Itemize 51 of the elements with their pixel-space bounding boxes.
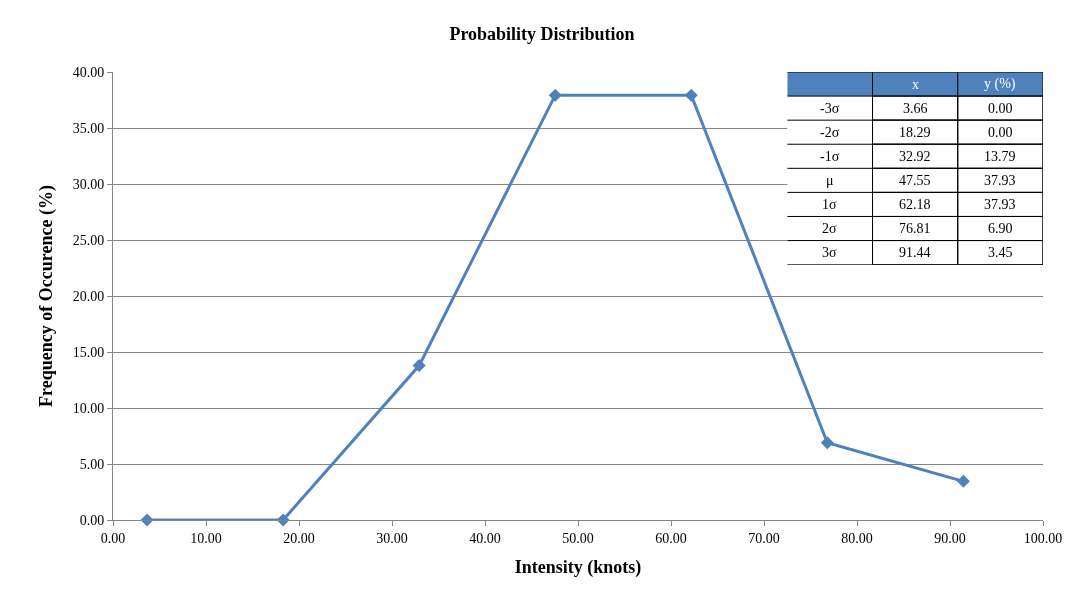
y-tick-label: 5.00 — [79, 456, 105, 472]
y-tick-label: -2σ — [820, 125, 840, 140]
x-tick-label: 20.00 — [283, 530, 315, 546]
y-tick-label: 30.00 — [72, 176, 105, 192]
y-tick-label: 15.00 — [72, 344, 105, 360]
point — [820, 436, 834, 450]
data-label: 37.93 — [984, 197, 1016, 212]
y-tick-label: -1σ — [820, 149, 840, 164]
point — [956, 474, 970, 488]
data-label: 62.18 — [899, 197, 931, 212]
data-label: 91.44 — [899, 245, 931, 260]
y-tick-label: 2σ — [822, 221, 837, 236]
x-tick-label: 40.00 — [469, 530, 501, 546]
data-label: 47.55 — [899, 173, 931, 188]
y-axis-title: Frequency of Occurence (%) — [35, 185, 57, 407]
x-tick-label: 30.00 — [376, 530, 408, 546]
y-tick-label: 3σ — [822, 245, 837, 260]
data-label: 3.45 — [988, 245, 1013, 260]
y-tick-label: 40.00 — [72, 64, 105, 80]
y-tick-label: μ — [826, 173, 834, 188]
data-label: 18.29 — [899, 125, 931, 140]
x-tick-label: 70.00 — [748, 530, 780, 546]
x-tick-label: 100.00 — [1023, 530, 1063, 546]
x-tick-label: x — [912, 77, 919, 92]
y-tick-label: 0.00 — [79, 512, 105, 528]
x-tick-label: 10.00 — [190, 530, 222, 546]
x-tick-label: 90.00 — [934, 530, 966, 546]
data-label: 76.81 — [899, 221, 931, 236]
data-label: 0.00 — [988, 101, 1013, 116]
y-tick-label: 25.00 — [72, 232, 105, 248]
data-label: 13.79 — [984, 149, 1016, 164]
data-label: 3.66 — [903, 101, 928, 116]
x-tick-label: 50.00 — [562, 530, 594, 546]
point — [684, 88, 698, 102]
data-label: 32.92 — [899, 149, 931, 164]
x-tick-label: 80.00 — [841, 530, 873, 546]
y-tick-label: 20.00 — [72, 288, 105, 304]
data-label: 37.93 — [984, 173, 1016, 188]
x-tick-label: y (%) — [984, 76, 1016, 92]
x-axis-title: Intensity (knots) — [514, 556, 642, 578]
x-tick-label: 60.00 — [655, 530, 687, 546]
y-tick-label: 1σ — [822, 197, 837, 212]
x-tick-label: 0.00 — [100, 530, 126, 546]
data-label: 6.90 — [988, 221, 1013, 236]
point — [412, 359, 426, 373]
y-tick-label: 35.00 — [72, 120, 105, 136]
point — [548, 88, 562, 102]
y-tick-label: -3σ — [820, 101, 840, 116]
chart-title: Probability Distribution — [449, 23, 635, 44]
y-tick-label: 10.00 — [72, 400, 105, 416]
data-label: 0.00 — [988, 125, 1013, 140]
